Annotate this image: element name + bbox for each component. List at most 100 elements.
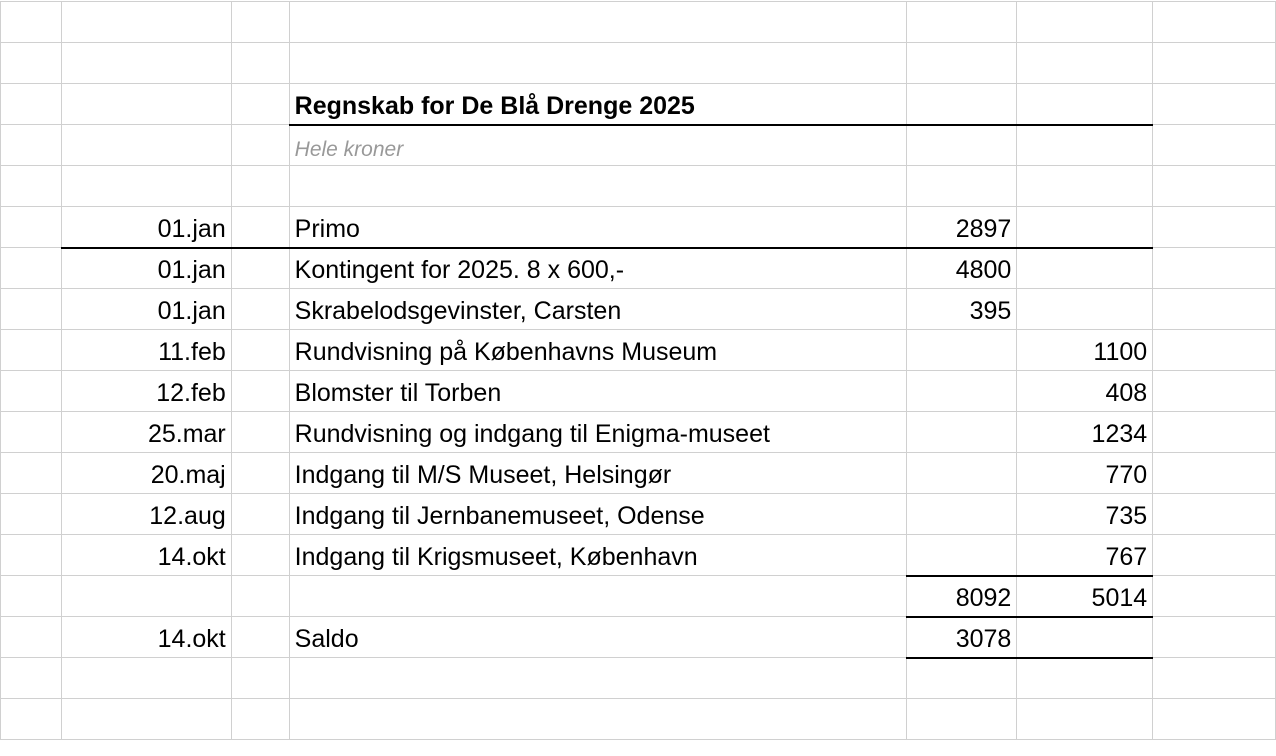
cell[interactable] xyxy=(60,698,232,740)
income-cell[interactable] xyxy=(906,370,1018,412)
cell[interactable] xyxy=(0,42,62,84)
cell[interactable] xyxy=(230,83,290,125)
cell[interactable] xyxy=(230,124,290,166)
cell[interactable] xyxy=(906,165,1018,207)
cell[interactable] xyxy=(60,1,232,43)
cell[interactable] xyxy=(288,698,908,740)
cell[interactable] xyxy=(906,83,1018,126)
cell[interactable] xyxy=(1152,493,1276,535)
cell[interactable] xyxy=(1152,288,1276,330)
cell[interactable] xyxy=(1152,452,1276,494)
cell[interactable] xyxy=(1152,534,1276,576)
income-cell[interactable] xyxy=(906,411,1018,453)
expense-cell[interactable] xyxy=(1016,247,1154,289)
cell[interactable] xyxy=(0,370,62,412)
date-cell[interactable]: 14.okt xyxy=(60,534,232,576)
cell[interactable] xyxy=(230,534,290,576)
cell[interactable] xyxy=(0,657,62,699)
cell[interactable] xyxy=(1152,83,1276,125)
cell[interactable] xyxy=(230,575,290,617)
income-cell[interactable] xyxy=(906,329,1018,371)
income-total[interactable]: 8092 xyxy=(906,574,1018,618)
date-cell[interactable]: 20.maj xyxy=(60,452,232,494)
cell[interactable] xyxy=(288,165,908,207)
date-cell[interactable]: 11.feb xyxy=(60,329,232,371)
income-cell[interactable] xyxy=(906,493,1018,535)
cell[interactable] xyxy=(1016,165,1154,207)
expense-cell[interactable]: 767 xyxy=(1016,534,1154,577)
text-cell[interactable]: Indgang til M/S Museet, Helsingør xyxy=(288,452,908,494)
cell[interactable] xyxy=(1016,124,1154,166)
cell[interactable] xyxy=(1152,247,1276,289)
cell[interactable] xyxy=(60,42,232,84)
cell[interactable] xyxy=(60,657,232,699)
expense-cell[interactable] xyxy=(1016,288,1154,330)
cell[interactable] xyxy=(230,493,290,535)
cell[interactable] xyxy=(1152,1,1276,43)
income-cell[interactable]: 4800 xyxy=(906,247,1018,289)
cell[interactable] xyxy=(230,698,290,740)
cell[interactable] xyxy=(1152,411,1276,453)
cell[interactable] xyxy=(906,42,1018,84)
cell[interactable] xyxy=(1016,698,1154,740)
income-cell[interactable]: 395 xyxy=(906,288,1018,330)
date-cell[interactable]: 25.mar xyxy=(60,411,232,453)
cell[interactable] xyxy=(0,493,62,535)
cell[interactable] xyxy=(0,124,62,166)
text-cell[interactable]: Rundvisning og indgang til Enigma-museet xyxy=(288,411,908,453)
cell[interactable] xyxy=(0,411,62,453)
cell[interactable] xyxy=(0,165,62,207)
cell[interactable] xyxy=(1016,83,1154,126)
cell[interactable] xyxy=(288,42,908,84)
sheet-subtitle[interactable]: Hele kroner xyxy=(288,124,908,166)
income-cell[interactable]: 2897 xyxy=(906,206,1018,249)
expense-cell[interactable]: 1100 xyxy=(1016,329,1154,371)
cell[interactable] xyxy=(906,1,1018,43)
cell[interactable] xyxy=(0,288,62,330)
expense-cell[interactable]: 408 xyxy=(1016,370,1154,412)
cell[interactable] xyxy=(1152,698,1276,740)
cell[interactable] xyxy=(0,698,62,740)
expense-cell[interactable]: 1234 xyxy=(1016,411,1154,453)
text-cell[interactable]: Indgang til Jernbanemuseet, Odense xyxy=(288,493,908,535)
text-cell[interactable]: Rundvisning på Københavns Museum xyxy=(288,329,908,371)
cell[interactable] xyxy=(230,247,290,289)
cell[interactable] xyxy=(288,575,908,617)
expense-cell[interactable]: 770 xyxy=(1016,452,1154,494)
cell[interactable] xyxy=(0,329,62,371)
cell[interactable] xyxy=(1152,575,1276,617)
expense-total[interactable]: 5014 xyxy=(1016,574,1154,618)
cell[interactable] xyxy=(60,575,232,617)
cell[interactable] xyxy=(288,1,908,43)
cell[interactable] xyxy=(1016,42,1154,84)
cell[interactable] xyxy=(1152,657,1276,699)
cell[interactable] xyxy=(906,657,1018,699)
text-cell[interactable]: Blomster til Torben xyxy=(288,370,908,412)
cell[interactable] xyxy=(230,206,290,249)
cell[interactable] xyxy=(60,83,232,125)
cell[interactable] xyxy=(230,165,290,207)
cell[interactable] xyxy=(1016,206,1154,249)
date-cell[interactable]: 12.feb xyxy=(60,370,232,412)
cell[interactable] xyxy=(0,206,62,248)
text-cell[interactable]: Skrabelodsgevinster, Carsten xyxy=(288,288,908,330)
sheet-title[interactable]: Regnskab for De Blå Drenge 2025 xyxy=(288,83,908,126)
cell[interactable] xyxy=(0,247,62,289)
saldo-value[interactable]: 3078 xyxy=(906,616,1018,659)
cell[interactable] xyxy=(1152,329,1276,371)
date-cell[interactable]: 01.jan xyxy=(60,206,232,249)
cell[interactable] xyxy=(1016,1,1154,43)
cell[interactable] xyxy=(1152,165,1276,207)
income-cell[interactable] xyxy=(906,534,1018,577)
cell[interactable] xyxy=(288,657,908,699)
cell[interactable] xyxy=(230,370,290,412)
text-cell[interactable]: Kontingent for 2025. 8 x 600,- xyxy=(288,247,908,289)
cell[interactable] xyxy=(0,452,62,494)
cell[interactable] xyxy=(0,534,62,576)
cell[interactable] xyxy=(230,1,290,43)
cell[interactable] xyxy=(230,452,290,494)
cell[interactable] xyxy=(0,616,62,658)
cell[interactable] xyxy=(60,124,232,166)
text-cell[interactable]: Indgang til Krigsmuseet, København xyxy=(288,534,908,576)
cell[interactable] xyxy=(230,411,290,453)
